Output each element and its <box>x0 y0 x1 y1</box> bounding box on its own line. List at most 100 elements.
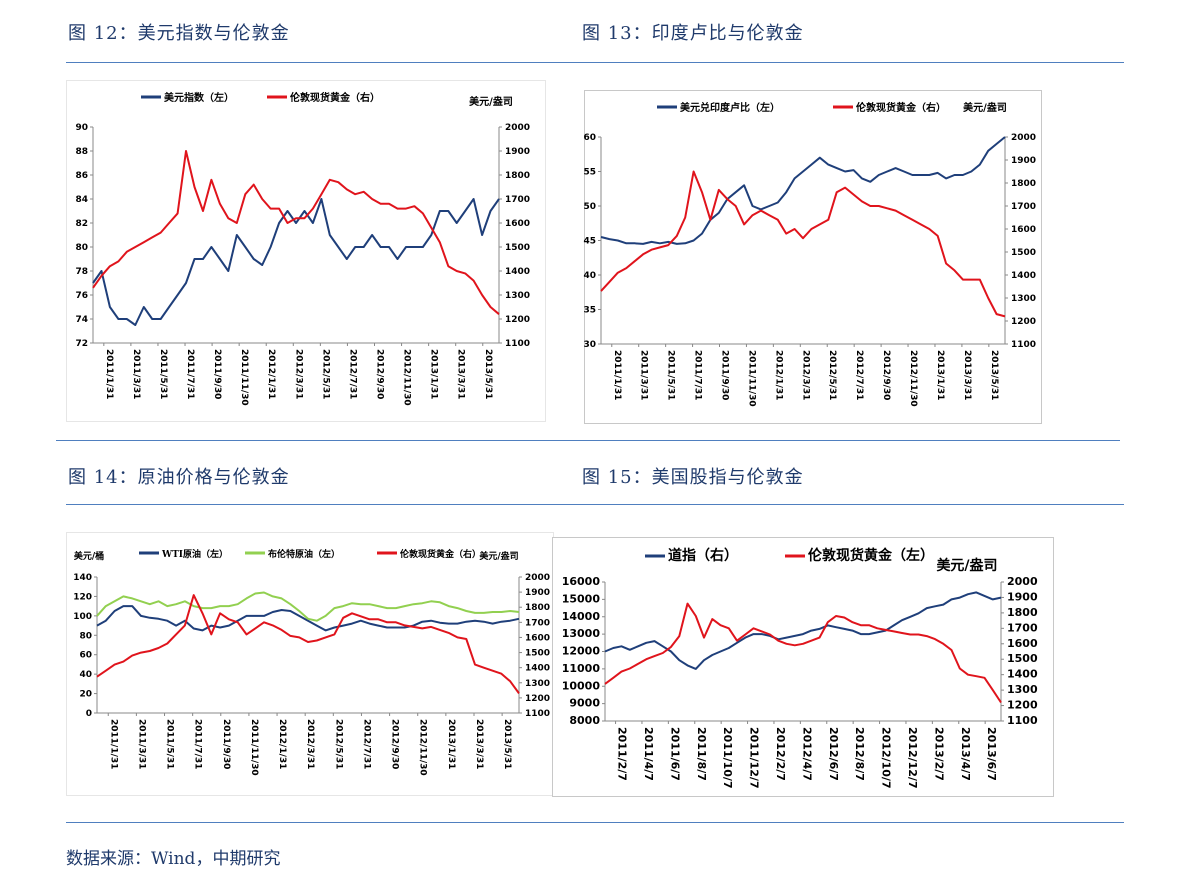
y-left-tick-label: 140 <box>73 573 92 583</box>
y-left-tick-label: 12000 <box>562 645 601 658</box>
x-tick-label: 2011/5/31 <box>165 719 175 769</box>
y-right-unit: 美元/盎司 <box>479 550 518 562</box>
x-tick-label: 2011/9/30 <box>221 719 231 769</box>
x-tick-label: 2013/6/7 <box>985 727 998 781</box>
x-tick-label: 2013/4/7 <box>959 727 972 781</box>
y-right-tick-label: 1900 <box>1011 156 1036 166</box>
y-right-tick-label: 1300 <box>525 679 550 689</box>
y-right-tick-label: 1600 <box>505 219 530 229</box>
x-tick-label: 2012/8/7 <box>853 727 866 781</box>
x-tick-label: 2011/3/31 <box>131 349 141 399</box>
y-right-tick-label: 2000 <box>505 123 530 133</box>
x-tick-label: 2011/1/31 <box>104 349 114 399</box>
chart-panel-14: 0 20 40 60 80 100 120 140 1100 1200 1300 1400 1500 16… <box>66 532 554 796</box>
y-left-unit: 美元/桶 <box>74 550 104 562</box>
y-left-tick-label: 60 <box>79 651 92 661</box>
y-right-tick-label: 1700 <box>505 195 530 205</box>
x-tick-label: 2012/4/7 <box>800 727 813 781</box>
y-right-tick-label: 1800 <box>1007 606 1038 619</box>
y-left-tick-label: 80 <box>75 243 88 253</box>
y-right-unit: 美元/盎司 <box>469 95 513 108</box>
y-right-tick-label: 1200 <box>505 315 530 325</box>
y-left-tick-label: 88 <box>75 147 88 157</box>
y-right-tick-label: 1400 <box>525 664 550 674</box>
y-right-tick-label: 1100 <box>525 709 550 719</box>
series-line-1 <box>92 150 500 315</box>
x-tick-label: 2013/3/31 <box>474 719 484 769</box>
y-left-tick-label: 0 <box>86 709 92 719</box>
series-line-0 <box>604 591 1002 670</box>
x-tick-label: 2012/11/30 <box>908 350 918 407</box>
x-tick-label: 2013/5/31 <box>483 349 493 399</box>
y-right-tick-label: 1800 <box>505 171 530 181</box>
x-tick-label: 2011/9/30 <box>212 349 222 399</box>
x-tick-label: 2011/2/7 <box>616 727 629 781</box>
y-right-tick-label: 1900 <box>1007 590 1038 603</box>
y-left-tick-label: 30 <box>583 340 596 350</box>
figure-13-title: 图 13：印度卢比与伦敦金 <box>582 23 804 44</box>
x-tick-label: 2011/5/31 <box>666 350 676 400</box>
x-tick-label: 2012/9/30 <box>390 719 400 769</box>
legend-label: 美元兑印度卢比（左） <box>680 101 780 114</box>
y-right-tick-label: 1500 <box>1011 248 1036 258</box>
x-tick-label: 2012/10/7 <box>880 727 893 789</box>
figure-14-title: 图 14：原油价格与伦敦金 <box>68 467 290 488</box>
series-line-2 <box>96 594 520 694</box>
y-right-tick-label: 1700 <box>1011 202 1036 212</box>
y-right-unit: 美元/盎司 <box>936 557 997 574</box>
x-tick-label: 2011/1/31 <box>108 719 118 769</box>
series-line-1 <box>96 591 520 622</box>
x-tick-label: 2011/7/31 <box>693 350 703 400</box>
x-tick-label: 2011/1/31 <box>612 350 622 400</box>
x-tick-label: 2012/11/30 <box>418 719 428 776</box>
legend-label: 伦敦现货黄金（右） <box>290 91 380 104</box>
x-tick-label: 2011/3/31 <box>136 719 146 769</box>
x-tick-label: 2012/5/31 <box>320 349 330 399</box>
x-tick-label: 2013/2/7 <box>932 727 945 781</box>
divider <box>66 62 1124 63</box>
series-line-1 <box>600 170 1006 318</box>
x-tick-label: 2013/1/31 <box>446 719 456 769</box>
x-tick-label: 2012/5/31 <box>333 719 343 769</box>
y-right-tick-label: 1900 <box>505 147 530 157</box>
y-right-tick-label: 1700 <box>525 618 550 628</box>
x-tick-label: 2012/2/7 <box>774 727 787 781</box>
y-right-tick-label: 1200 <box>1007 699 1038 712</box>
x-tick-label: 2012/5/31 <box>827 350 837 400</box>
y-right-tick-label: 1300 <box>505 291 530 301</box>
divider <box>66 504 1124 505</box>
legend-label: 布伦特原油（左） <box>267 548 340 560</box>
legend-label: 美元指数（左） <box>164 91 234 104</box>
y-left-tick-label: 20 <box>79 690 92 700</box>
y-left-tick-label: 15000 <box>562 592 601 605</box>
x-tick-label: 2012/12/7 <box>906 727 919 789</box>
x-tick-label: 2012/3/31 <box>800 350 810 400</box>
y-left-tick-label: 90 <box>75 123 88 133</box>
y-right-unit: 美元/盎司 <box>963 101 1007 114</box>
x-tick-label: 2011/11/30 <box>249 719 259 776</box>
x-tick-label: 2011/5/31 <box>158 349 168 399</box>
legend-label: WTI原油（左） <box>161 548 228 560</box>
y-left-tick-label: 82 <box>75 219 88 229</box>
y-right-tick-label: 1300 <box>1007 683 1038 696</box>
y-left-tick-label: 72 <box>75 339 88 349</box>
x-tick-label: 2012/1/31 <box>277 719 287 769</box>
legend-label: 道指（右） <box>668 547 738 564</box>
y-right-tick-label: 1100 <box>1007 714 1038 727</box>
y-left-tick-label: 60 <box>583 133 596 143</box>
y-left-tick-label: 50 <box>583 202 596 212</box>
x-tick-label: 2012/7/31 <box>854 350 864 400</box>
x-tick-label: 2012/7/31 <box>361 719 371 769</box>
series-line-1 <box>604 602 1002 704</box>
y-right-tick-label: 1400 <box>1011 271 1036 281</box>
y-left-tick-label: 100 <box>73 612 92 622</box>
y-left-tick-label: 16000 <box>562 575 601 588</box>
x-tick-label: 2011/10/7 <box>721 727 734 789</box>
x-tick-label: 2011/4/7 <box>642 727 655 781</box>
y-left-tick-label: 35 <box>583 306 596 316</box>
y-right-tick-label: 2000 <box>1007 575 1038 588</box>
x-tick-label: 2012/3/31 <box>305 719 315 769</box>
y-right-tick-label: 1100 <box>1011 340 1036 350</box>
x-tick-label: 2013/5/31 <box>502 719 512 769</box>
y-right-tick-label: 1100 <box>505 339 530 349</box>
